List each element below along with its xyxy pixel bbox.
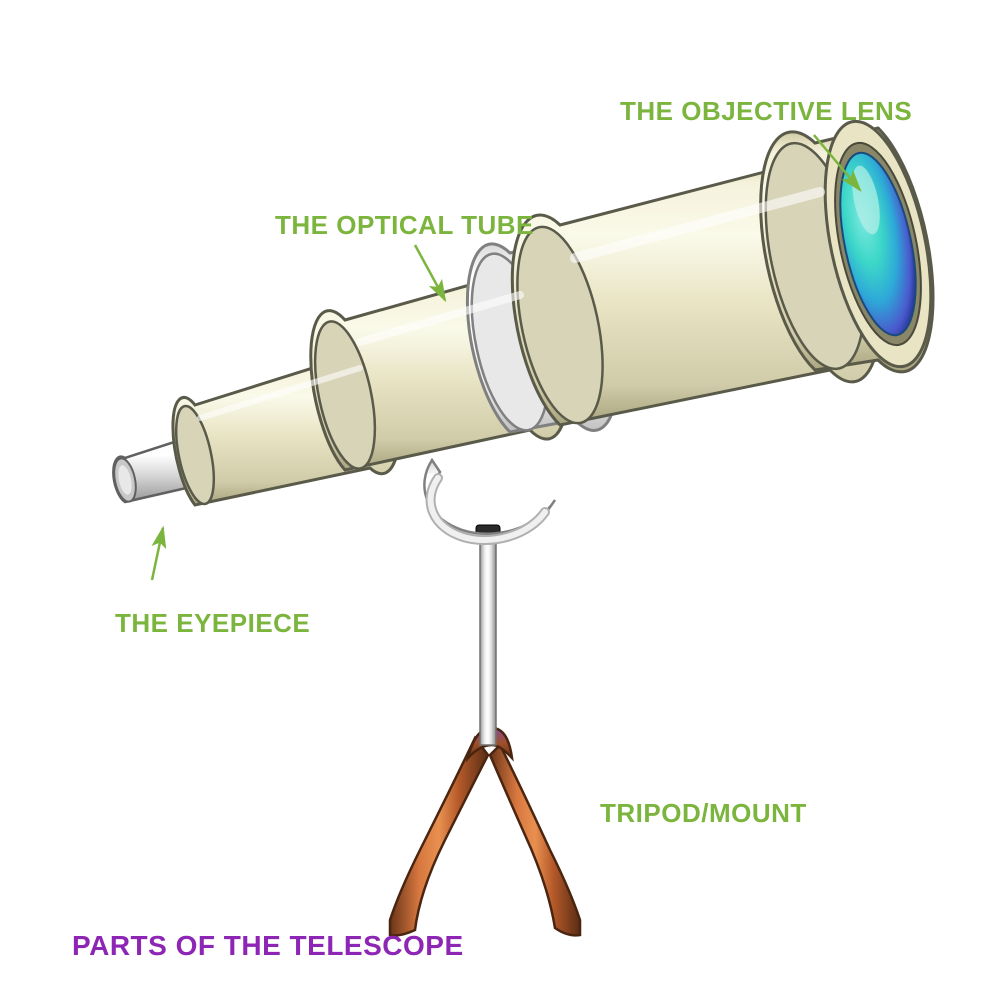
label-tripod: TRIPOD/MOUNT [600,798,807,829]
label-optical-tube: THE OPTICAL TUBE [275,210,534,241]
tripod-legs [390,728,580,935]
diagram-title: PARTS OF THE TELESCOPE [72,930,464,962]
telescope-diagram [0,0,989,989]
mount-pole [476,525,500,745]
label-objective-lens: THE OBJECTIVE LENS [620,96,912,127]
label-eyepiece: THE EYEPIECE [115,608,310,639]
telescope-body [111,112,950,507]
